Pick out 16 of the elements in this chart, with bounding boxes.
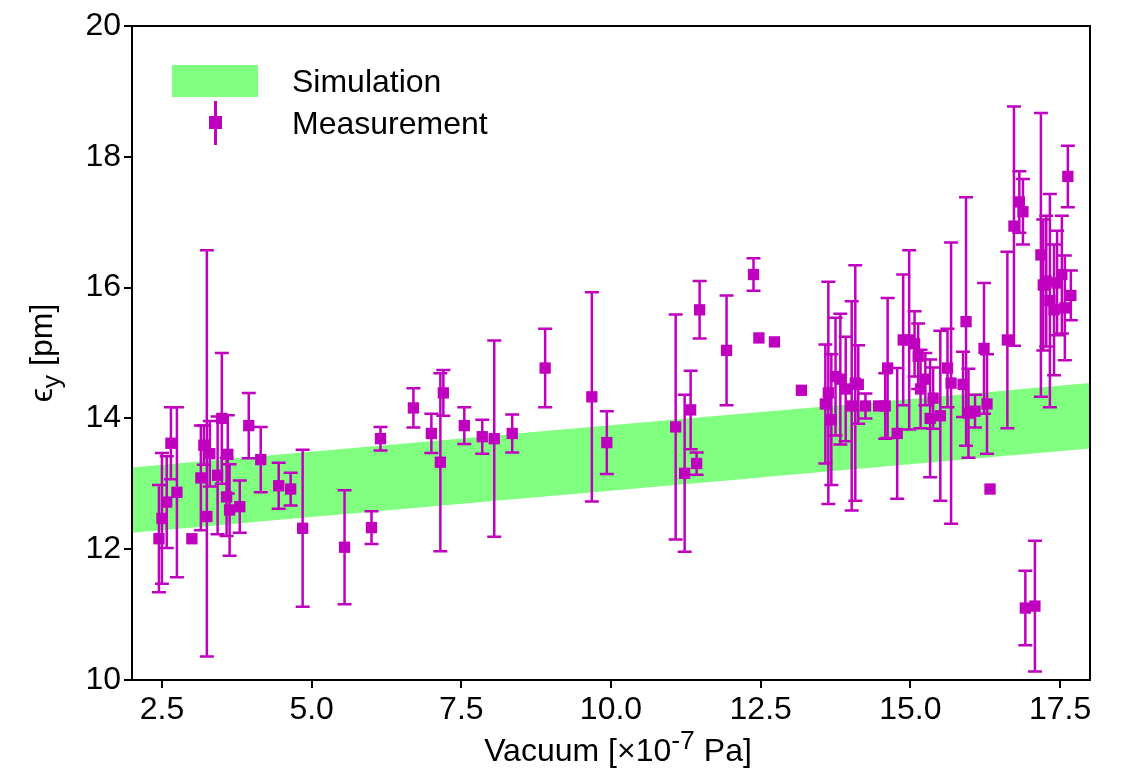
y-tick-label: 14 <box>85 398 121 435</box>
x-tick-label: 7.5 <box>439 690 484 727</box>
x-axis-title: Vacuum [×10$^{-7}$ Pa] <box>483 725 753 769</box>
y-tick-label: 18 <box>85 136 121 173</box>
x-tick-label: 10.0 <box>579 690 643 727</box>
legend-label: Measurement <box>292 104 488 143</box>
x-tick-label: 12.5 <box>729 690 792 727</box>
x-tick-label: 15.0 <box>879 690 942 727</box>
x-tick-label: 2.5 <box>139 690 185 727</box>
x-tick-label: 5.0 <box>289 690 334 727</box>
y-tick-label: 16 <box>85 267 121 304</box>
legend-label: Simulation <box>292 62 442 101</box>
y-tick-label: 12 <box>85 529 121 566</box>
y-tick-label: 10 <box>85 659 121 696</box>
y-tick-label: 20 <box>85 5 121 42</box>
x-tick-label: 17.5 <box>1028 690 1092 727</box>
